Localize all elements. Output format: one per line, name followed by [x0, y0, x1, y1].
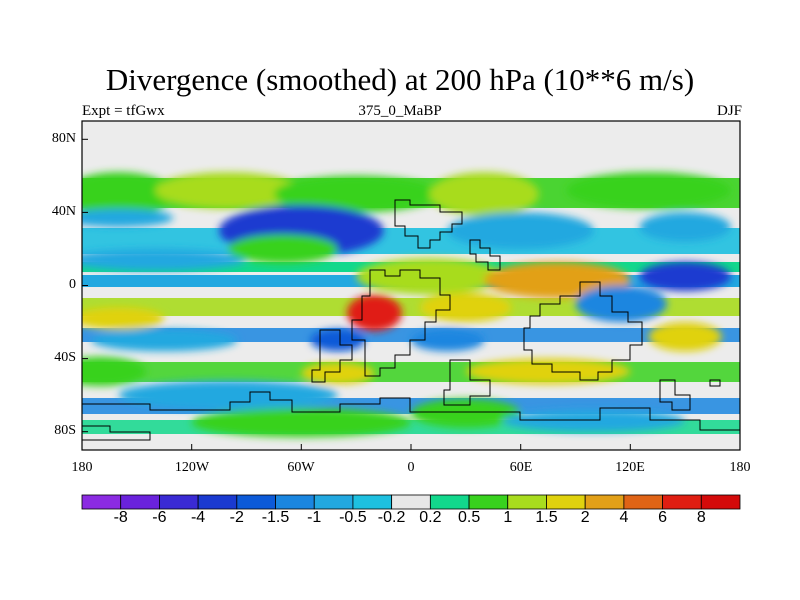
- coastline-south-central: [443, 359, 491, 406]
- coastline-north: [394, 199, 463, 249]
- colorbar-box-6: [313, 494, 354, 510]
- anomaly-cell-28: [502, 409, 686, 432]
- colorbar-box-3: [197, 494, 238, 510]
- lat-label-80s: 80S: [54, 423, 76, 438]
- anomaly-cell-9: [82, 248, 247, 271]
- lat-label-80n: 80N: [51, 131, 76, 146]
- lon-label-0: 0: [407, 460, 415, 475]
- lat-label-40s: 40S: [54, 350, 76, 365]
- colorbar-box-4: [236, 494, 276, 510]
- anomaly-cell-25: [118, 380, 338, 410]
- coastline-southwest: [311, 329, 353, 383]
- coastline-polar: [82, 391, 740, 431]
- colorbar-box-1: [120, 494, 160, 510]
- colorbar-label-0: -8: [113, 509, 128, 526]
- anomaly-cell-17: [575, 285, 667, 323]
- band-nh-subtropic-negative: [82, 228, 740, 254]
- band-sh-midlat-positive: [82, 362, 740, 382]
- anomaly-cell-15: [347, 294, 402, 332]
- anomaly-cell-26: [411, 398, 521, 428]
- colorbar-box-15: [662, 494, 702, 510]
- anomaly-cell-16: [420, 292, 512, 322]
- colorbar-label-15: 8: [696, 509, 706, 526]
- lat-label-eq: 0: [69, 277, 76, 292]
- coastline-east: [469, 239, 501, 271]
- anomaly-cell-18: [91, 329, 238, 352]
- continent-outlines: [82, 199, 740, 441]
- colorbar-label-3: -2: [229, 509, 244, 526]
- anomaly-cell-13: [639, 261, 731, 291]
- anomaly-cell-20: [411, 329, 485, 352]
- anomaly-cell-7: [447, 212, 594, 249]
- anomaly-cell-2: [273, 175, 439, 213]
- anomaly-cell-11: [356, 258, 503, 295]
- anomaly-cell-4: [566, 172, 731, 209]
- colorbar-box-12: [546, 494, 586, 510]
- anomaly-cell-3: [429, 172, 539, 217]
- colorbar-label-13: 4: [619, 509, 629, 526]
- coastline-island: [709, 379, 721, 387]
- lon-label-60w: 60W: [287, 460, 315, 475]
- colorbar-label-2: -4: [190, 509, 206, 526]
- colorbar-label-10: 1: [503, 509, 513, 526]
- colorbar-label-1: -6: [152, 509, 167, 526]
- colorbar-box-2: [159, 494, 199, 510]
- band-sh-tropic-positive: [82, 298, 740, 316]
- coastline-central: [351, 269, 451, 377]
- plot-title: Divergence (smoothed) at 200 hPa (10**6 …: [105, 62, 695, 97]
- axis-ticks: [81, 138, 741, 450]
- band-sh-subtropic-negative: [82, 328, 740, 342]
- colorbar-box-14: [623, 494, 663, 510]
- period-label: 375_0_MaBP: [358, 103, 442, 119]
- colorbar-box-9: [429, 494, 470, 510]
- colorbar-label-11: 1.5: [535, 509, 558, 526]
- field-anomalies: [82, 172, 731, 438]
- colorbar-label-14: 6: [658, 509, 668, 526]
- lon-label-180w: 180: [71, 460, 93, 475]
- colorbar-label-4: -1.5: [261, 509, 290, 526]
- colorbar-box-5: [275, 494, 315, 510]
- anomaly-cell-27: [191, 408, 411, 438]
- colorbar-box-8: [391, 494, 431, 510]
- coastline-far-east: [659, 379, 691, 411]
- colorbar-box-10: [468, 494, 509, 510]
- colorbar-label-5: -1: [307, 509, 322, 526]
- anomaly-cell-10: [228, 234, 338, 264]
- season-label: DJF: [716, 103, 742, 119]
- anomaly-cell-5: [82, 208, 174, 227]
- colorbar-box-7: [352, 494, 393, 510]
- anomaly-cell-1: [155, 172, 302, 209]
- anomaly-cell-14: [82, 307, 165, 330]
- anomaly-cell-12: [484, 261, 631, 299]
- colorbar-box-13: [584, 494, 625, 510]
- anomaly-cell-8: [639, 212, 731, 242]
- anomaly-cell-24: [465, 358, 631, 385]
- colorbar-label-7: -0.2: [377, 509, 406, 526]
- lon-label-60e: 60E: [509, 460, 533, 475]
- colorbar-box-11: [507, 494, 547, 510]
- colorbar-box-0: [81, 494, 122, 510]
- colorbar-box-16: [700, 494, 741, 510]
- experiment-label: Expt = tfGwx: [82, 103, 165, 119]
- colorbar-label-12: 2: [580, 509, 590, 526]
- lon-label-120w: 120W: [174, 460, 210, 475]
- lon-label-120e: 120E: [615, 460, 645, 475]
- anomaly-cell-21: [648, 322, 722, 352]
- anomaly-cell-0: [82, 172, 174, 216]
- anomaly-cell-22: [82, 356, 146, 386]
- colorbar-label-6: -0.5: [339, 509, 367, 526]
- coastline-antarctic-west: [82, 425, 151, 441]
- coastline-southeast: [523, 281, 643, 381]
- colorbar: [81, 494, 741, 510]
- colorbar-label-9: 0.5: [457, 509, 481, 526]
- lat-label-40n: 40N: [51, 204, 76, 219]
- colorbar-label-8: 0.2: [419, 509, 442, 526]
- lon-label-180e: 180: [729, 460, 751, 475]
